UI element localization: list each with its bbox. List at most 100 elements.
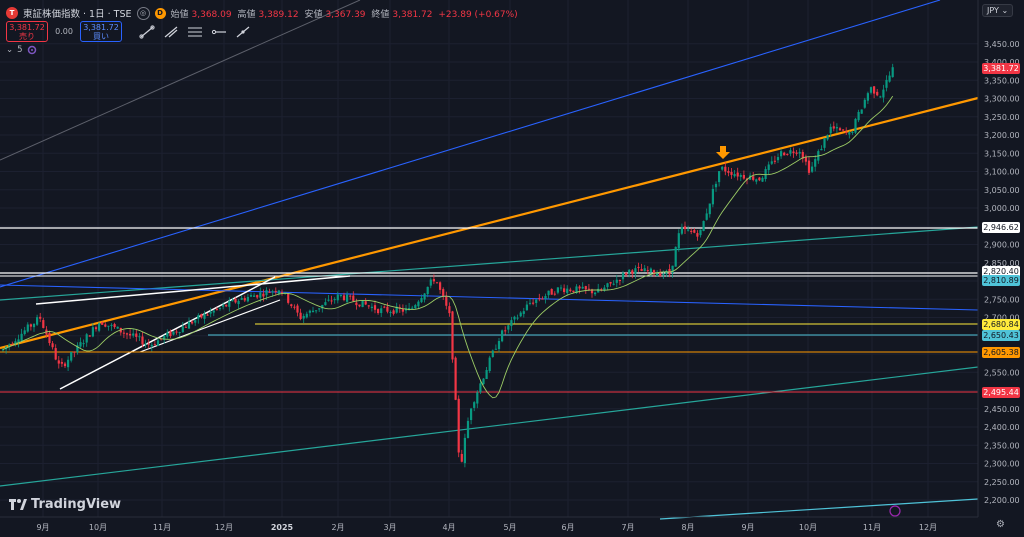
candle-body bbox=[687, 229, 690, 231]
candle-body bbox=[132, 333, 135, 336]
candle-body bbox=[714, 183, 718, 188]
price-label: 2,810.89 bbox=[982, 274, 1020, 286]
candle-body bbox=[733, 174, 736, 177]
candle-body bbox=[888, 75, 891, 82]
candle-body bbox=[609, 282, 612, 284]
ray-tool-icon[interactable] bbox=[160, 22, 182, 41]
candle-body bbox=[169, 331, 172, 337]
price-tick: 2,750.00 bbox=[984, 295, 1020, 304]
candle-body bbox=[91, 327, 94, 337]
candle-body bbox=[346, 294, 349, 302]
candle-body bbox=[690, 230, 693, 232]
eye-icon[interactable]: ◎ bbox=[136, 6, 150, 20]
candle-body bbox=[76, 345, 79, 353]
event-marker-icon[interactable] bbox=[889, 505, 901, 517]
candle-body bbox=[358, 304, 361, 307]
candle-body bbox=[479, 383, 482, 393]
candle-body bbox=[20, 333, 23, 341]
time-tick: 3月 bbox=[383, 523, 396, 532]
candle-body bbox=[553, 293, 556, 295]
candle-body bbox=[327, 299, 330, 301]
price-label: 2,820.40 bbox=[982, 266, 1020, 278]
candle-body bbox=[122, 332, 125, 334]
candle-body bbox=[231, 300, 234, 302]
candle-body bbox=[82, 343, 85, 345]
dividend-icon[interactable]: D bbox=[154, 7, 166, 19]
candle-body bbox=[572, 290, 575, 293]
candle-body bbox=[339, 294, 342, 296]
candle-body bbox=[516, 317, 519, 319]
trade-panel: 3,381.72 売り 0.00 3,381.72 買い bbox=[6, 21, 122, 42]
high-value: 3,389.12 bbox=[258, 9, 299, 20]
drawn-trend-line[interactable] bbox=[0, 366, 979, 487]
drawn-trend-line[interactable] bbox=[139, 299, 281, 353]
candle-body bbox=[860, 109, 863, 114]
candle-body bbox=[156, 340, 160, 346]
candle-body bbox=[683, 226, 687, 230]
candle-body bbox=[795, 152, 798, 154]
price-label: 2,495.44 bbox=[982, 386, 1020, 398]
price-tick: 2,350.00 bbox=[984, 441, 1020, 450]
candle-body bbox=[439, 282, 442, 290]
candle-body bbox=[57, 360, 60, 364]
candle-body bbox=[801, 151, 804, 159]
candle-body bbox=[321, 304, 324, 309]
candle-body bbox=[166, 332, 169, 337]
price-tick: 2,400.00 bbox=[984, 423, 1020, 432]
tradingview-logo: TradingView bbox=[9, 497, 121, 512]
candle-body bbox=[473, 402, 476, 408]
candle-body bbox=[584, 286, 587, 290]
candle-body bbox=[107, 325, 110, 327]
drawn-trend-line[interactable] bbox=[0, 226, 979, 301]
candle-body bbox=[296, 305, 299, 313]
candle-body bbox=[590, 289, 594, 294]
spread-value: 0.00 bbox=[55, 27, 73, 36]
drawn-trend-line[interactable] bbox=[0, 284, 979, 311]
candle-body bbox=[423, 293, 426, 300]
price-tick: 2,450.00 bbox=[984, 405, 1020, 414]
candle-body bbox=[349, 295, 352, 297]
horizontal-ray-tool-icon[interactable] bbox=[208, 22, 230, 41]
candle-body bbox=[758, 177, 761, 181]
parallel-channel-tool-icon[interactable] bbox=[184, 22, 206, 41]
candle-body bbox=[742, 175, 745, 179]
candle-body bbox=[395, 306, 398, 313]
candle-body bbox=[48, 332, 51, 344]
drawn-trend-line[interactable] bbox=[35, 275, 351, 305]
buy-button[interactable]: 3,381.72 買い bbox=[80, 21, 122, 42]
chart-settings-gear-icon[interactable]: ⚙ bbox=[996, 519, 1005, 530]
symbol-title[interactable]: 東証株価指数 · 1日 · TSE bbox=[23, 9, 132, 20]
drawn-trend-line[interactable] bbox=[659, 498, 979, 520]
candle-body bbox=[724, 166, 727, 172]
trend-line-tool-icon[interactable] bbox=[136, 22, 158, 41]
drawn-trend-line[interactable] bbox=[0, 0, 361, 161]
candle-body bbox=[811, 166, 814, 172]
candle-body bbox=[460, 453, 463, 462]
indicators-toggle[interactable]: ⌄ 5 bbox=[6, 45, 37, 55]
candle-body bbox=[1, 349, 5, 351]
candle-body bbox=[218, 307, 222, 309]
candle-body bbox=[392, 310, 395, 314]
candle-body bbox=[51, 343, 54, 348]
candle-body bbox=[842, 129, 845, 131]
candle-body bbox=[60, 362, 63, 364]
candle-body bbox=[274, 290, 277, 293]
drawn-trend-line[interactable] bbox=[0, 0, 941, 288]
currency-selector[interactable]: JPY ⌄ bbox=[982, 4, 1014, 17]
candle-body bbox=[98, 323, 101, 331]
candle-body bbox=[823, 138, 826, 148]
candle-body bbox=[445, 296, 448, 306]
arrow-marker-icon[interactable] bbox=[716, 146, 730, 159]
price-tick: 2,700.00 bbox=[984, 314, 1020, 323]
chevron-down-icon[interactable]: ⌄ bbox=[6, 45, 14, 55]
candle-body bbox=[621, 272, 625, 280]
gear-icon[interactable] bbox=[27, 45, 37, 55]
ohlc-values: 始値 3,368.09 高値 3,389.12 安値 3,367.39 終値 3,381… bbox=[170, 9, 518, 20]
candle-body bbox=[333, 299, 336, 301]
drawn-trend-line[interactable] bbox=[0, 96, 979, 350]
candle-body bbox=[563, 288, 566, 292]
candle-body bbox=[674, 246, 677, 267]
sell-button[interactable]: 3,381.72 売り bbox=[6, 21, 48, 42]
info-line-tool-icon[interactable] bbox=[232, 22, 254, 41]
